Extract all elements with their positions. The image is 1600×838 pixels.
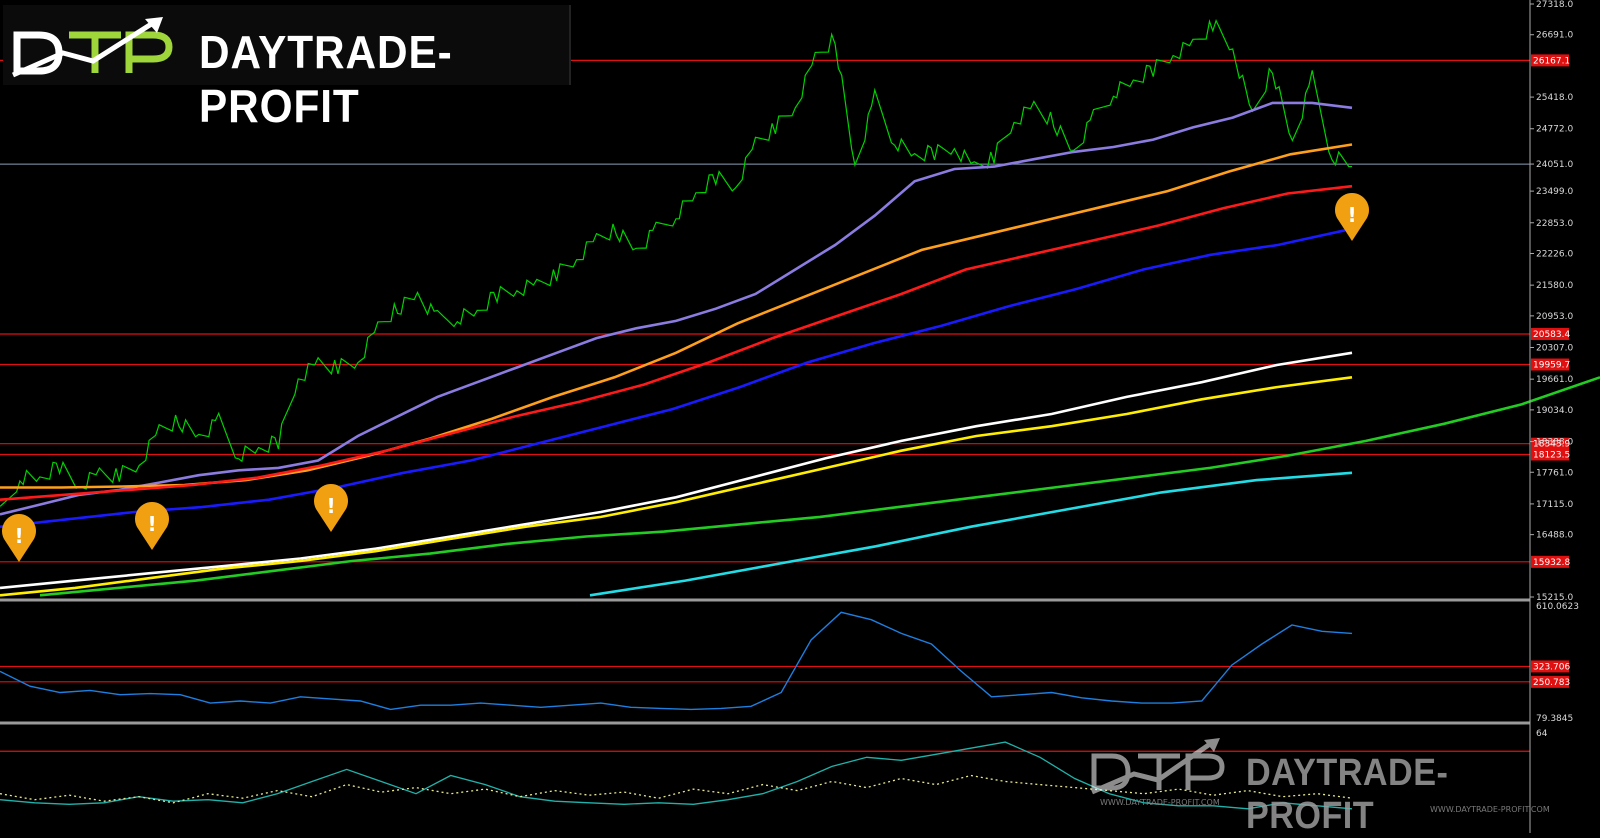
level-label: 250.783 (1533, 678, 1570, 688)
y-tick-label: 24772.0 (1536, 125, 1573, 135)
y-tick-label: 27318.0 (1536, 0, 1573, 10)
y-tick-label: 18388.0 (1536, 438, 1573, 448)
level-label: 18123.5 (1533, 450, 1570, 460)
level-tag (1531, 327, 1569, 340)
moving-average-line (0, 184, 1353, 501)
level-tag (1531, 660, 1569, 673)
level-tag (1531, 437, 1569, 450)
dtp-logo-icon (11, 17, 173, 78)
svg-text:!: ! (14, 524, 23, 548)
level-label: 18343.9 (1533, 440, 1570, 450)
y-tick-label: 15215.0 (1536, 593, 1573, 603)
level-tag (1531, 675, 1569, 688)
y-tick-label: 19661.0 (1536, 375, 1573, 385)
y-tick-label: 19034.0 (1536, 406, 1573, 416)
indicator-series (0, 611, 1353, 711)
y-tick-label: 17115.0 (1536, 500, 1573, 510)
indicator-panel-1 (0, 611, 1530, 711)
y-tick-label: 79.3845 (1536, 714, 1573, 724)
logo-text: DAYTRADE-PROFIT (199, 26, 453, 132)
svg-text:!: ! (147, 512, 156, 536)
svg-text:!: ! (326, 494, 335, 518)
level-label: 19959.7 (1533, 361, 1570, 371)
svg-text:!: ! (1347, 203, 1356, 227)
moving-average-line (39, 376, 1600, 597)
moving-average-line (0, 229, 1346, 528)
watermark-url: WWW.DAYTRADE-PROFIT.COM (1100, 798, 1220, 807)
watermark-text: DAYTRADE-PROFIT (1246, 752, 1449, 837)
watermark-url: WWW.DAYTRADE-PROFIT.COM (1430, 805, 1550, 814)
moving-average-line (0, 376, 1353, 597)
y-tick-label: 64 (1536, 729, 1548, 739)
alert-marker-icon: ! (1335, 193, 1369, 241)
level-tag (1531, 358, 1569, 371)
watermark-logo-icon (1091, 738, 1225, 795)
alert-marker-icon: ! (134, 502, 169, 550)
moving-average-line (0, 351, 1353, 590)
indicator-series (0, 774, 1353, 804)
level-tag (1531, 555, 1569, 568)
y-tick-label: 17761.0 (1536, 468, 1573, 478)
level-label: 15932.8 (1533, 558, 1570, 568)
level-label: 26167.1 (1533, 56, 1570, 66)
alert-marker-icon: ! (1, 514, 37, 562)
indicator-panel-2 (0, 741, 1530, 810)
moving-average-line (0, 101, 1353, 516)
alert-marker-icon: ! (313, 484, 348, 532)
y-tick-label: 610.0623 (1536, 602, 1579, 612)
y-tick-label: 22226.0 (1536, 249, 1573, 259)
y-tick-label: 21580.0 (1536, 281, 1573, 291)
price-panel: !!!! (0, 18, 1600, 597)
moving-average-line (589, 471, 1353, 597)
price-series (0, 18, 1353, 507)
indicator-series (0, 741, 1353, 810)
y-tick-label: 16488.0 (1536, 531, 1573, 541)
y-tick-label: 20953.0 (1536, 312, 1573, 322)
logo-header: DAYTRADE-PROFIT (3, 5, 571, 132)
level-label: 20583.4 (1533, 330, 1570, 340)
y-tick-label: 22853.0 (1536, 219, 1573, 229)
y-tick-label: 20307.0 (1536, 344, 1573, 354)
level-tag (1531, 448, 1569, 461)
y-tick-label: 26691.0 (1536, 31, 1573, 41)
y-tick-label: 24051.0 (1536, 160, 1573, 170)
y-tick-label: 25418.0 (1536, 93, 1573, 103)
level-tag (1531, 54, 1569, 67)
level-label: 323.706 (1533, 662, 1570, 672)
y-tick-label: 23499.0 (1536, 187, 1573, 197)
